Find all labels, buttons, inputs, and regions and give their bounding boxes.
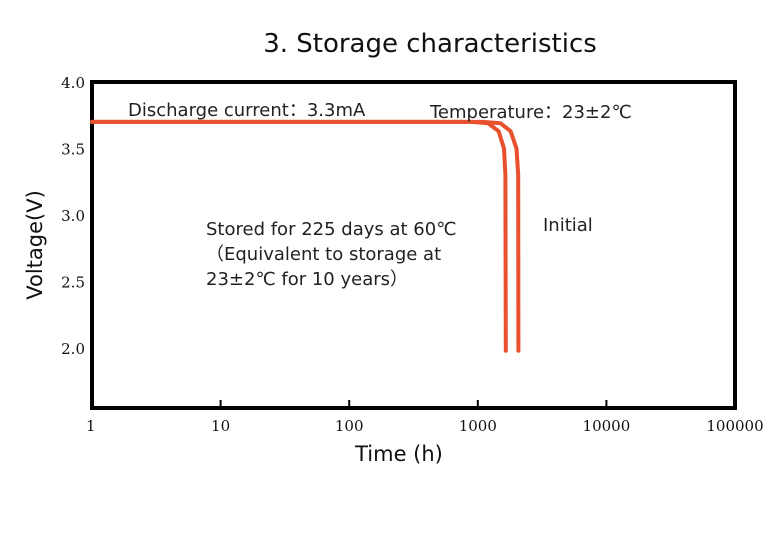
annotation-stored-line-3: 23±2℃ for 10 years） bbox=[206, 269, 408, 290]
x-tick-label: 1 bbox=[86, 417, 96, 435]
series-layer bbox=[90, 119, 521, 353]
series-line-2 bbox=[90, 119, 521, 353]
plot-frame bbox=[90, 80, 737, 410]
annotation-temperature: Temperature：23±2℃ bbox=[429, 102, 632, 123]
annotation-stored-line-2: （Equivalent to storage at bbox=[206, 244, 441, 265]
y-tick-label: 2.0 bbox=[61, 340, 85, 358]
y-tick-label: 3.5 bbox=[61, 141, 85, 159]
y-tick-label: 2.5 bbox=[61, 274, 85, 292]
x-tick-label: 100 bbox=[335, 417, 364, 435]
y-tick-label: 4.0 bbox=[61, 74, 85, 92]
y-axis-label: Voltage(V) bbox=[23, 190, 47, 300]
chart-title: 3. Storage characteristics bbox=[263, 29, 597, 59]
x-tick-label: 100000 bbox=[706, 417, 763, 435]
tick-layer: 1 10 100 1000 10000 100000 2.0 2.5 3.0 3.5 4.0 bbox=[61, 74, 763, 435]
annotation-stored-line-1: Stored for 225 days at 60℃ bbox=[206, 219, 456, 240]
annotation-initial: Initial bbox=[543, 215, 593, 236]
annotation-discharge-current: Discharge current：3.3mA bbox=[128, 100, 366, 121]
x-tick-label: 1000 bbox=[459, 417, 497, 435]
x-axis-label: Time (h) bbox=[354, 442, 443, 466]
x-tick-label: 10000 bbox=[583, 417, 631, 435]
x-tick-label: 10 bbox=[211, 417, 230, 435]
y-tick-label: 3.0 bbox=[61, 207, 85, 225]
